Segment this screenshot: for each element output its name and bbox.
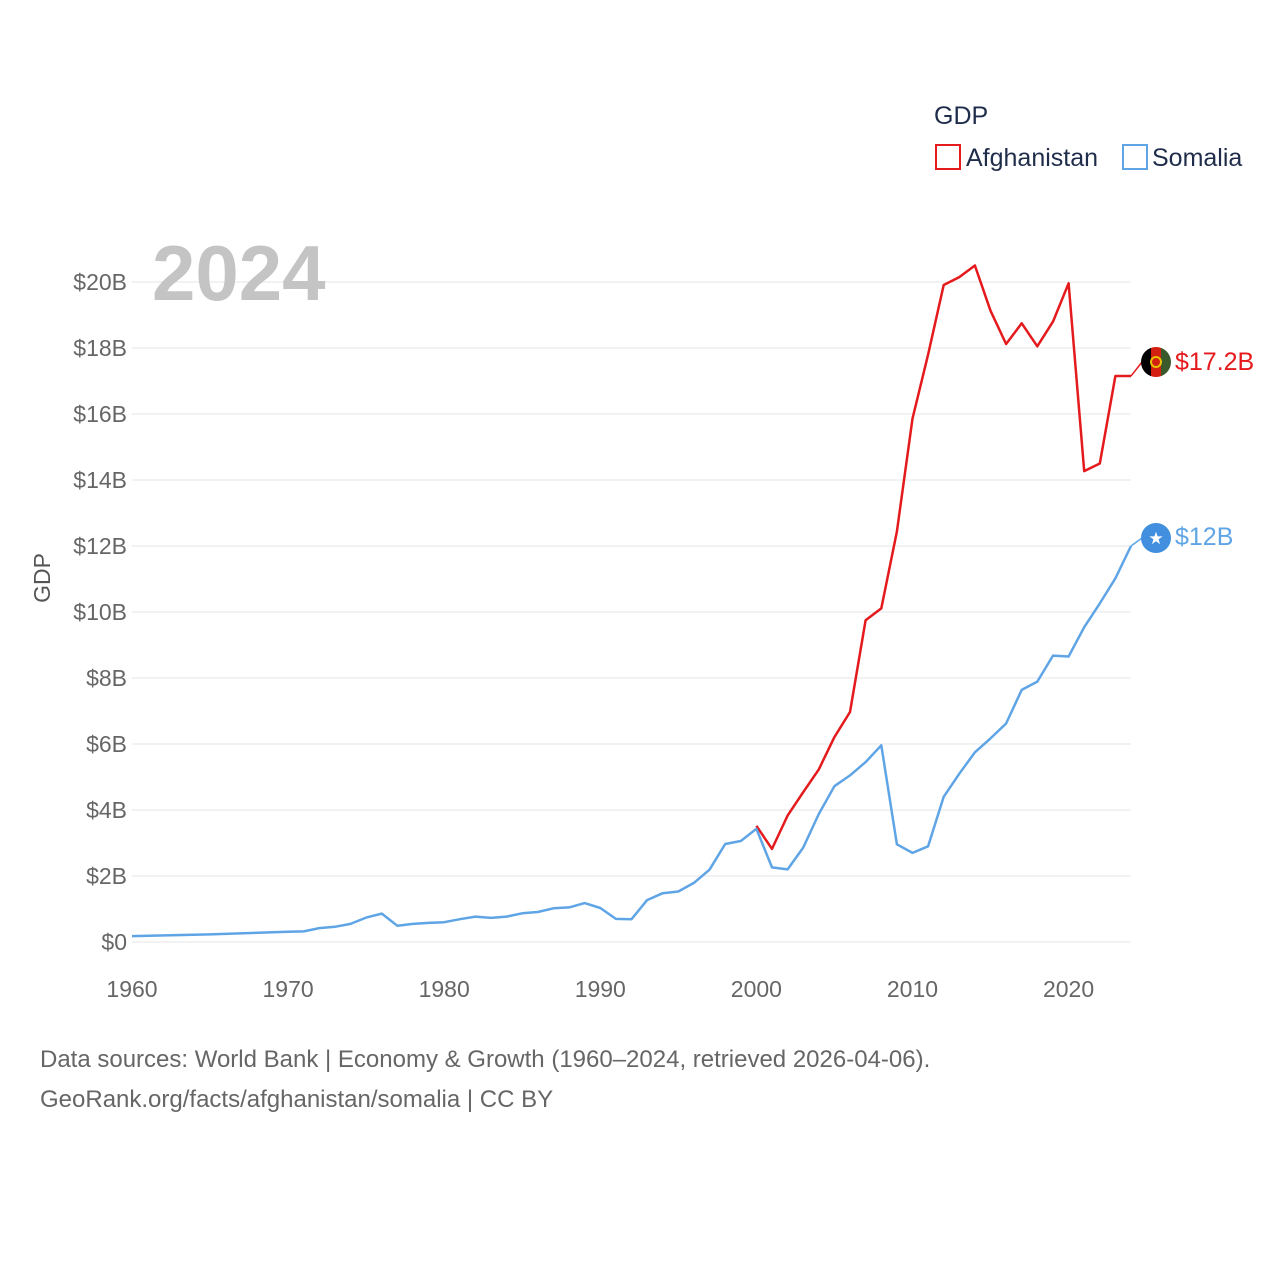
series-line-somalia [131, 545, 1133, 938]
x-tick-label: 1990 [575, 976, 626, 1002]
y-tick-label: $12B [73, 533, 127, 559]
y-tick-label: $20B [73, 269, 127, 295]
y-tick-label: $0 [101, 929, 127, 955]
somalia-flag-icon: ★ [1141, 523, 1171, 553]
x-tick-label: 1980 [419, 976, 470, 1002]
legend-item-somalia[interactable]: Somalia [1122, 144, 1242, 172]
y-tick-label: $18B [73, 335, 127, 361]
series-line-afghanistan [755, 264, 1131, 851]
legend-label-somalia: Somalia [1152, 144, 1242, 172]
legend-swatch-somalia [1122, 144, 1148, 170]
x-axis-ticks: 1960 1970 1980 1990 2000 2010 2020 [106, 976, 1094, 1002]
footer: Data sources: World Bank | Economy & Gro… [40, 1040, 930, 1120]
legend: GDP Afghanistan Somalia [934, 102, 1242, 172]
end-connector-somalia [1130, 537, 1143, 547]
x-tick-label: 2020 [1043, 976, 1094, 1002]
y-tick-label: $2B [86, 863, 127, 889]
afghanistan-flag-icon [1141, 347, 1171, 377]
y-tick-label: $16B [73, 401, 127, 427]
year-label: 2024 [152, 229, 326, 317]
legend-item-afghanistan[interactable]: Afghanistan [935, 144, 1098, 172]
y-tick-label: $8B [86, 665, 127, 691]
svg-text:★: ★ [1148, 529, 1163, 549]
y-tick-label: $4B [86, 797, 127, 823]
legend-label-afghanistan: Afghanistan [966, 144, 1098, 172]
x-tick-label: 1960 [106, 976, 157, 1002]
gdp-line-chart: $0 $2B $4B $6B $8B $10B $12B $14B $16B $18B $20B 1… [29, 102, 1254, 1002]
legend-title: GDP [934, 102, 988, 130]
end-connector-afghanistan [1130, 361, 1143, 377]
y-tick-label: $14B [73, 467, 127, 493]
x-tick-label: 1970 [263, 976, 314, 1002]
x-tick-label: 2010 [887, 976, 938, 1002]
x-tick-label: 2000 [731, 976, 782, 1002]
y-axis-ticks: $0 $2B $4B $6B $8B $10B $12B $14B $16B $18B $20B [73, 269, 127, 955]
afghanistan-end-label: $17.2B [1175, 348, 1254, 376]
legend-swatch-afghanistan [935, 144, 961, 170]
data-sources-text: Data sources: World Bank | Economy & Gro… [40, 1046, 931, 1073]
somalia-end-label: $12B [1175, 523, 1233, 551]
attribution-text: GeoRank.org/facts/afghanistan/somalia | … [40, 1086, 554, 1113]
y-axis-title: GDP [29, 553, 55, 603]
y-tick-label: $10B [73, 599, 127, 625]
series-group [131, 264, 1143, 938]
grid-lines [132, 281, 1131, 943]
y-tick-label: $6B [86, 731, 127, 757]
